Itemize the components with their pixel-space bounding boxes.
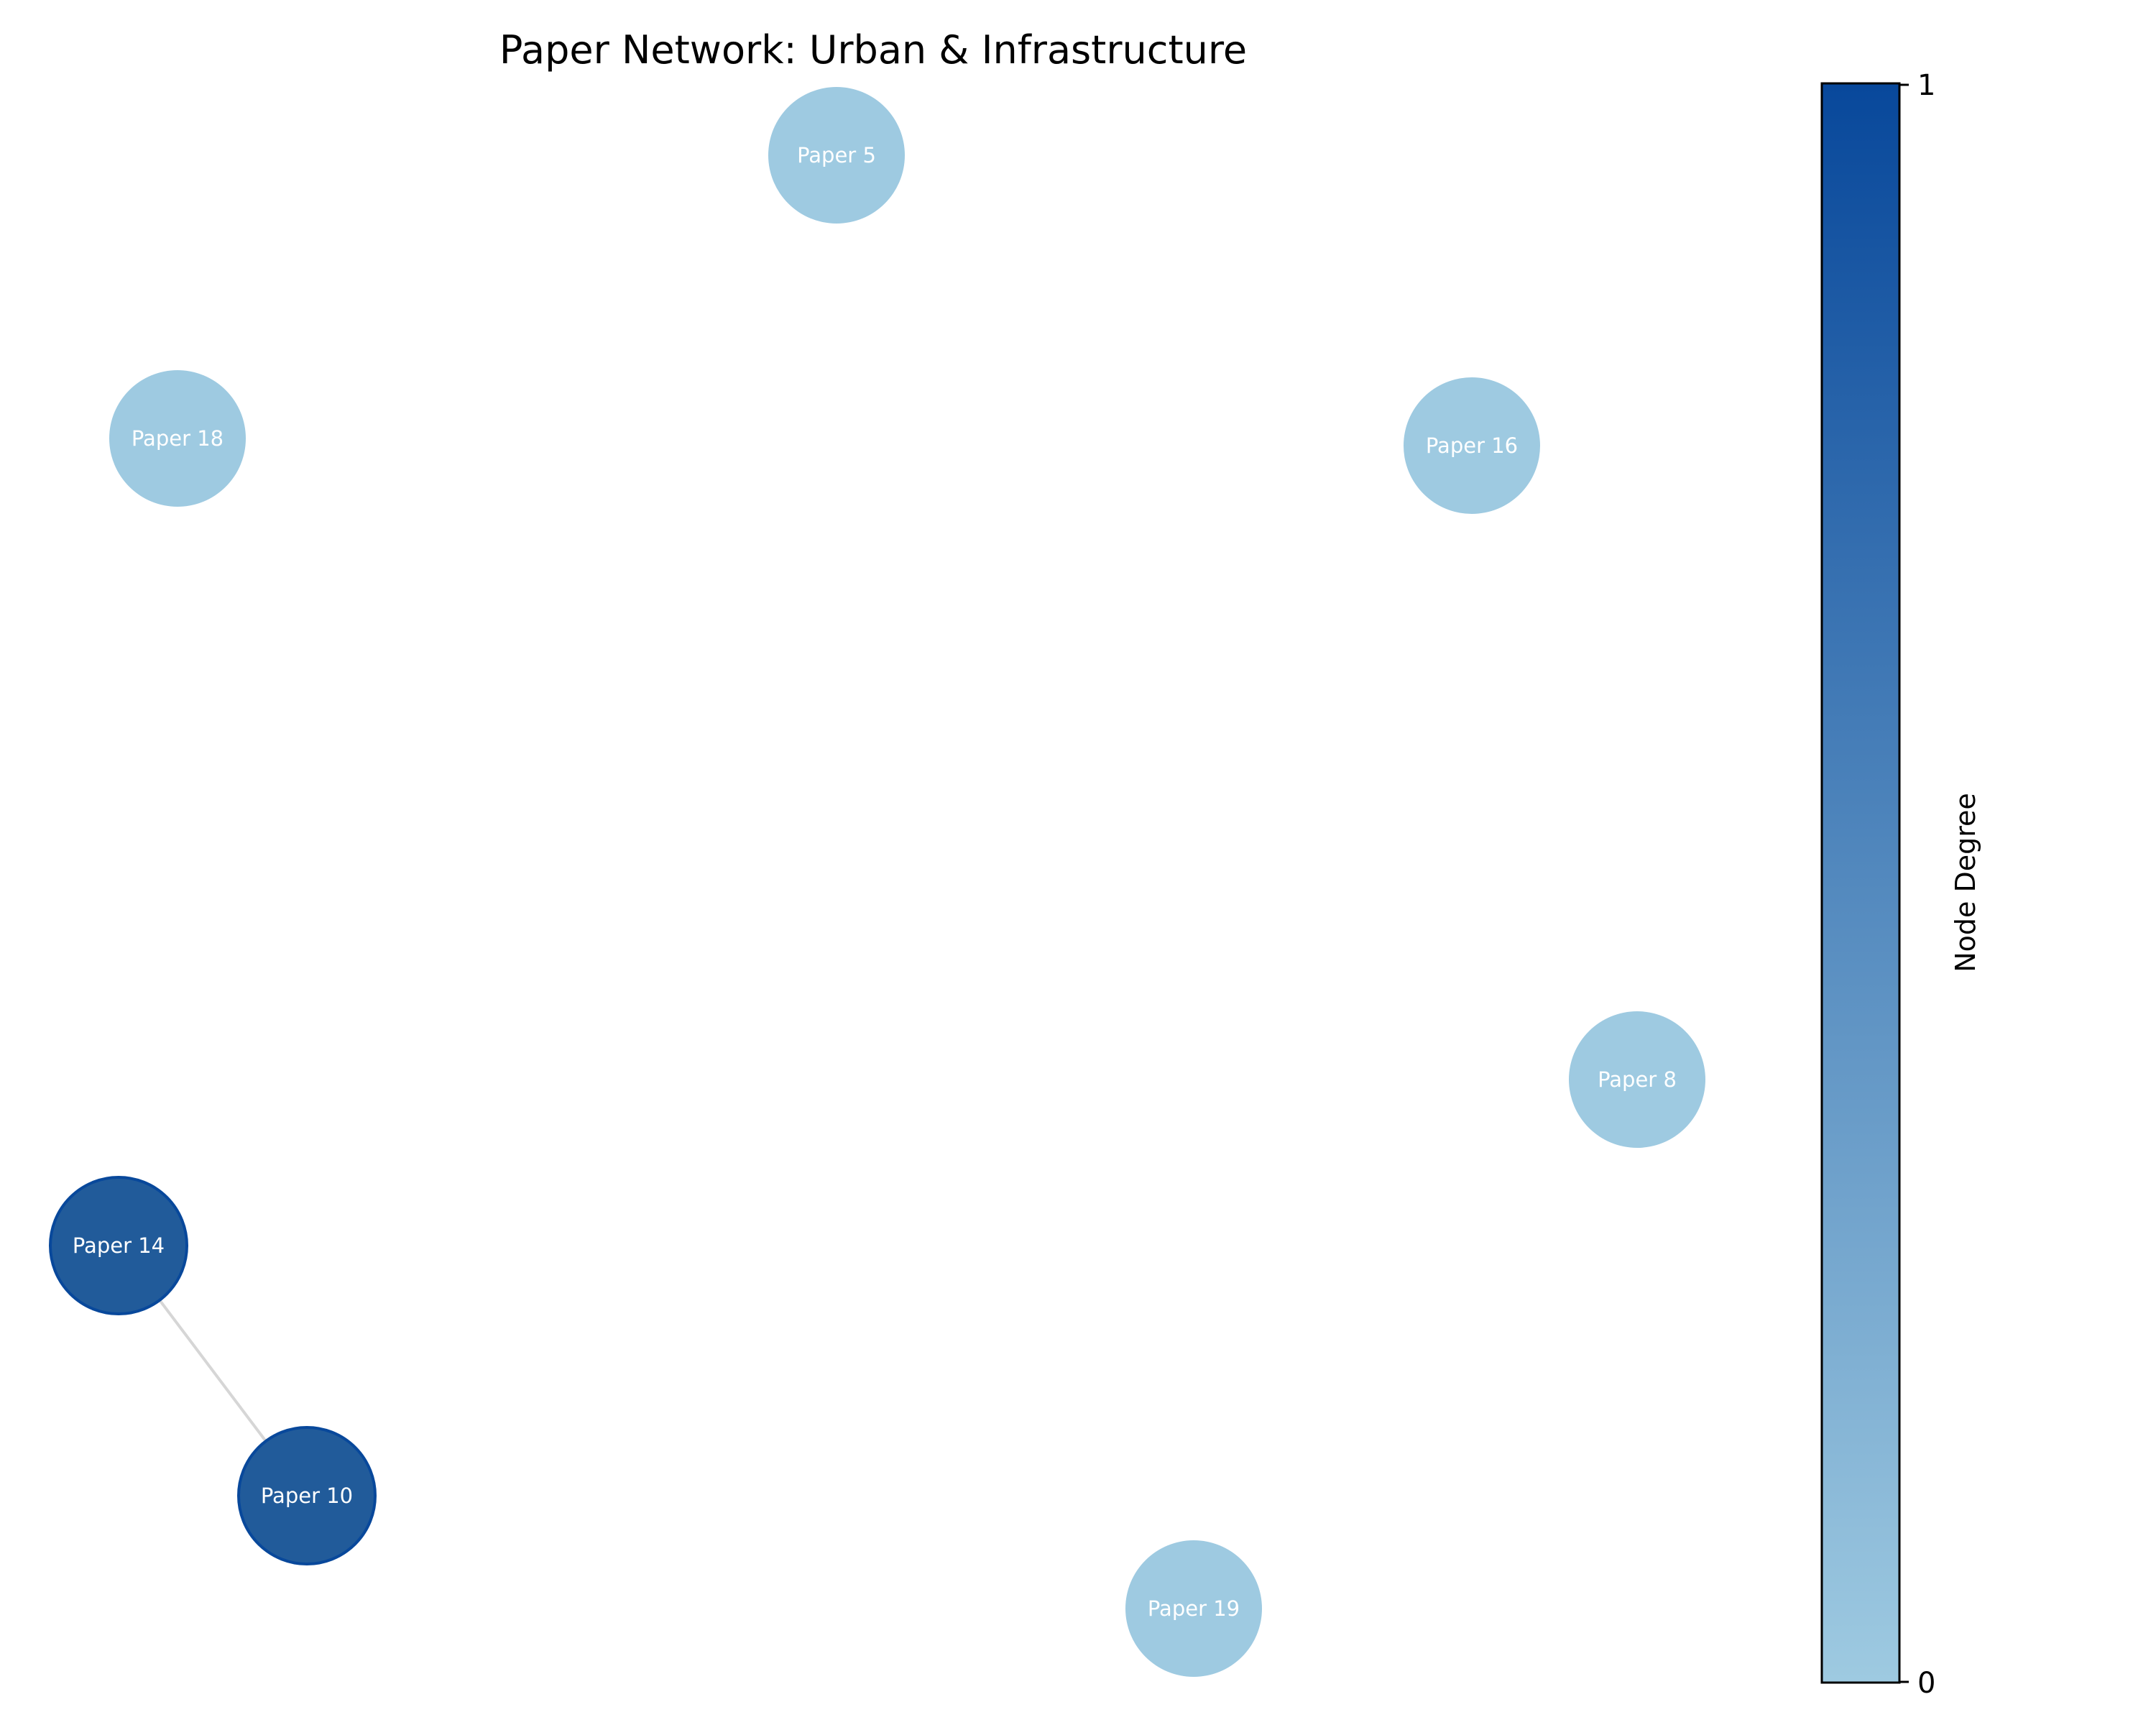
node-paper-18[interactable]: Paper 18 [109, 370, 246, 507]
colorbar-tick-label-min: 0 [1917, 1667, 1935, 1700]
node-paper-14[interactable]: Paper 14 [49, 1176, 188, 1315]
node-paper-19-circle [1125, 1540, 1262, 1677]
nodes-layer: Paper 5 Paper 18 Paper 16 Paper 8 Paper … [49, 87, 1705, 1677]
node-paper-10[interactable]: Paper 10 [237, 1426, 377, 1565]
chart-title: Paper Network: Urban & Infrastructure [499, 27, 1247, 73]
node-paper-18-label: Paper 18 [132, 426, 224, 451]
node-paper-16[interactable]: Paper 16 [1404, 377, 1540, 514]
node-paper-8-circle [1569, 1011, 1705, 1148]
node-paper-5-label: Paper 5 [797, 143, 876, 167]
colorbar: 1 0 Node Degree [1820, 69, 1981, 1700]
node-paper-8-label: Paper 8 [1598, 1067, 1677, 1092]
colorbar-gradient [1820, 82, 1901, 1684]
node-paper-10-label: Paper 10 [261, 1484, 353, 1508]
node-paper-5[interactable]: Paper 5 [768, 87, 905, 224]
colorbar-tick-label-max: 1 [1917, 69, 1935, 102]
node-paper-10-circle [237, 1426, 377, 1565]
node-paper-19-label: Paper 19 [1148, 1596, 1240, 1621]
node-paper-16-label: Paper 16 [1426, 433, 1518, 458]
node-paper-18-circle [109, 370, 246, 507]
node-paper-16-circle [1404, 377, 1540, 514]
node-paper-5-circle [768, 87, 905, 224]
colorbar-label: Node Degree [1950, 793, 1981, 972]
node-paper-14-label: Paper 14 [73, 1233, 165, 1258]
node-paper-8[interactable]: Paper 8 [1569, 1011, 1705, 1148]
node-paper-19[interactable]: Paper 19 [1125, 1540, 1262, 1677]
node-paper-14-circle [49, 1176, 188, 1315]
